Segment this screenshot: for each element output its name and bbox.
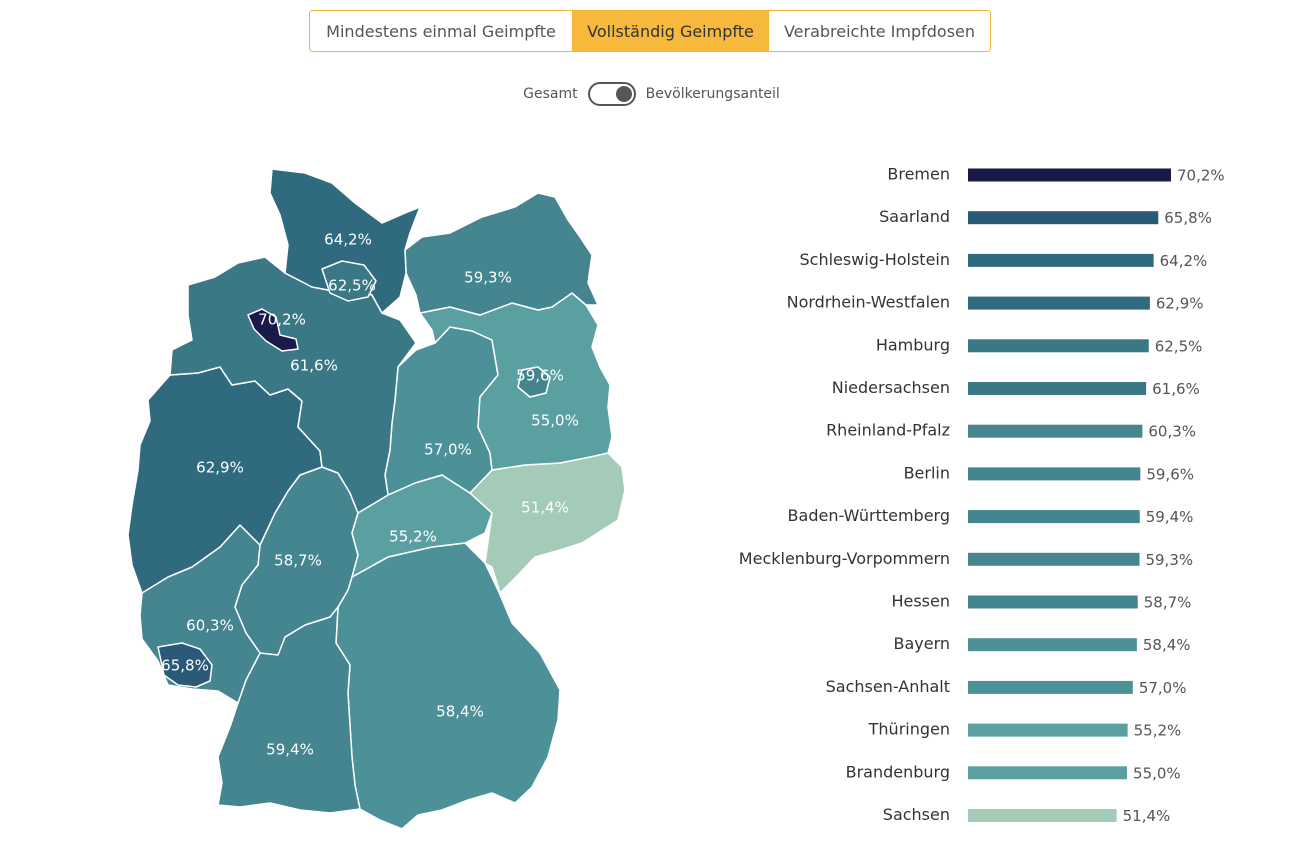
bar-schleswig-holstein[interactable] bbox=[968, 253, 1154, 267]
bar-label-th-ringen: Thüringen bbox=[868, 720, 950, 739]
bar-label-baden-w-rttemberg: Baden-Württemberg bbox=[788, 506, 950, 525]
bar-value-baden-w-rttemberg: 59,4% bbox=[1146, 508, 1194, 526]
map-label-bremen: 70,2% bbox=[258, 311, 306, 329]
state-bayern[interactable] bbox=[335, 542, 561, 830]
bar-value-bremen: 70,2% bbox=[1177, 167, 1225, 185]
bar-berlin[interactable] bbox=[968, 467, 1141, 481]
bar-sachsen[interactable] bbox=[968, 809, 1117, 822]
state-hamburg[interactable] bbox=[321, 260, 377, 302]
map-label-th-ringen: 55,2% bbox=[389, 528, 437, 546]
map-label-saarland: 65,8% bbox=[161, 657, 209, 675]
map-label-mecklenburg-vorpommern: 59,3% bbox=[464, 269, 512, 287]
bar-hessen[interactable] bbox=[968, 595, 1138, 609]
display-mode-switch[interactable] bbox=[587, 82, 636, 106]
map-label-hessen: 58,7% bbox=[274, 552, 322, 570]
bar-label-rheinland-pfalz: Rheinland-Pfalz bbox=[826, 421, 950, 440]
tab-vollstaendig-geimpfte[interactable]: Vollständig Geimpfte bbox=[572, 11, 768, 51]
bar-chart-bundeslaender: Bremen 70,2% Saarland 65,8% Schleswig-Holste… bbox=[739, 165, 1225, 826]
bar-label-saarland: Saarland bbox=[879, 207, 950, 226]
bar-mecklenburg-vorpommern[interactable] bbox=[968, 552, 1140, 566]
bar-value-schleswig-holstein: 64,2% bbox=[1160, 252, 1208, 270]
bar-value-berlin: 59,6% bbox=[1146, 465, 1194, 483]
bar-value-hessen: 58,7% bbox=[1144, 594, 1192, 612]
map-label-hamburg: 62,5% bbox=[328, 277, 376, 295]
display-mode-toggle-row: Gesamt Bevölkerungsanteil bbox=[0, 82, 1303, 106]
bar-label-berlin: Berlin bbox=[904, 463, 950, 482]
toggle-label-gesamt: Gesamt bbox=[523, 86, 578, 102]
bar-label-mecklenburg-vorpommern: Mecklenburg-Vorpommern bbox=[739, 549, 950, 568]
bar-value-sachsen: 51,4% bbox=[1123, 807, 1171, 825]
bar-value-mecklenburg-vorpommern: 59,3% bbox=[1145, 551, 1193, 569]
map-label-niedersachsen: 61,6% bbox=[290, 357, 338, 375]
bar-label-nordrhein-westfalen: Nordrhein-Westfalen bbox=[787, 293, 950, 312]
bar-baden-w-rttemberg[interactable] bbox=[968, 510, 1140, 524]
bar-bayern[interactable] bbox=[968, 638, 1137, 652]
bar-sachsen-anhalt[interactable] bbox=[968, 680, 1133, 694]
bar-value-bayern: 58,4% bbox=[1143, 636, 1191, 654]
tab-verabreichte-impfdosen[interactable]: Verabreichte Impfdosen bbox=[768, 11, 990, 51]
bar-value-hamburg: 62,5% bbox=[1155, 337, 1203, 355]
bar-label-brandenburg: Brandenburg bbox=[846, 762, 950, 781]
map-label-sachsen: 51,4% bbox=[521, 499, 569, 517]
bar-value-rheinland-pfalz: 60,3% bbox=[1148, 423, 1196, 441]
bar-value-sachsen-anhalt: 57,0% bbox=[1139, 679, 1187, 697]
bar-brandenburg[interactable] bbox=[968, 766, 1128, 780]
vaccination-tabs: Mindestens einmal Geimpfte Vollständig G… bbox=[309, 10, 991, 52]
map-label-berlin: 59,6% bbox=[516, 367, 564, 385]
bar-value-nordrhein-westfalen: 62,9% bbox=[1156, 295, 1204, 313]
bar-label-sachsen-anhalt: Sachsen-Anhalt bbox=[826, 677, 950, 696]
bar-rheinland-pfalz[interactable] bbox=[968, 424, 1143, 438]
bar-niedersachsen[interactable] bbox=[968, 382, 1147, 395]
map-label-sachsen-anhalt: 57,0% bbox=[424, 441, 472, 459]
state-bremen[interactable] bbox=[247, 308, 299, 352]
tab-mindestens-einmal-geimpfte[interactable]: Mindestens einmal Geimpfte bbox=[310, 11, 572, 51]
bar-label-schleswig-holstein: Schleswig-Holstein bbox=[800, 250, 950, 269]
state-schleswig-holstein[interactable] bbox=[269, 168, 421, 314]
map-label-baden-w-rttemberg: 59,4% bbox=[266, 741, 314, 759]
state-saarland[interactable] bbox=[157, 642, 213, 688]
map-label-nordrhein-westfalen: 62,9% bbox=[196, 459, 244, 477]
bar-bremen[interactable] bbox=[968, 168, 1171, 182]
bar-value-th-ringen: 55,2% bbox=[1134, 722, 1182, 740]
switch-knob bbox=[615, 86, 632, 102]
bar-label-hamburg: Hamburg bbox=[876, 335, 950, 354]
map-label-rheinland-pfalz: 60,3% bbox=[186, 617, 234, 635]
map-label-brandenburg: 55,0% bbox=[531, 412, 579, 430]
bar-th-ringen[interactable] bbox=[968, 723, 1128, 737]
bar-nordrhein-westfalen[interactable] bbox=[968, 296, 1150, 310]
state-mecklenburg-vorpommern[interactable] bbox=[404, 192, 599, 316]
bar-saarland[interactable] bbox=[968, 211, 1159, 225]
state-sachsen[interactable] bbox=[469, 452, 626, 594]
bar-hamburg[interactable] bbox=[968, 339, 1149, 353]
bar-value-brandenburg: 55,0% bbox=[1133, 764, 1181, 782]
bar-value-saarland: 65,8% bbox=[1164, 209, 1212, 227]
bar-value-niedersachsen: 61,6% bbox=[1152, 380, 1200, 398]
map-label-schleswig-holstein: 64,2% bbox=[324, 231, 372, 249]
germany-choropleth-map: 64,2% 62,5% 59,3% 70,2% 61,6% 59,6% 55,0% 57,0%… bbox=[127, 168, 626, 830]
state-berlin[interactable] bbox=[517, 366, 551, 398]
map-label-bayern: 58,4% bbox=[436, 703, 484, 721]
bar-label-bremen: Bremen bbox=[887, 165, 950, 184]
bar-label-bayern: Bayern bbox=[893, 634, 950, 653]
bar-label-sachsen: Sachsen bbox=[883, 805, 950, 824]
toggle-label-bevoelkerungsanteil: Bevölkerungsanteil bbox=[645, 86, 780, 102]
bar-label-niedersachsen: Niedersachsen bbox=[832, 378, 950, 397]
bar-label-hessen: Hessen bbox=[891, 592, 950, 611]
